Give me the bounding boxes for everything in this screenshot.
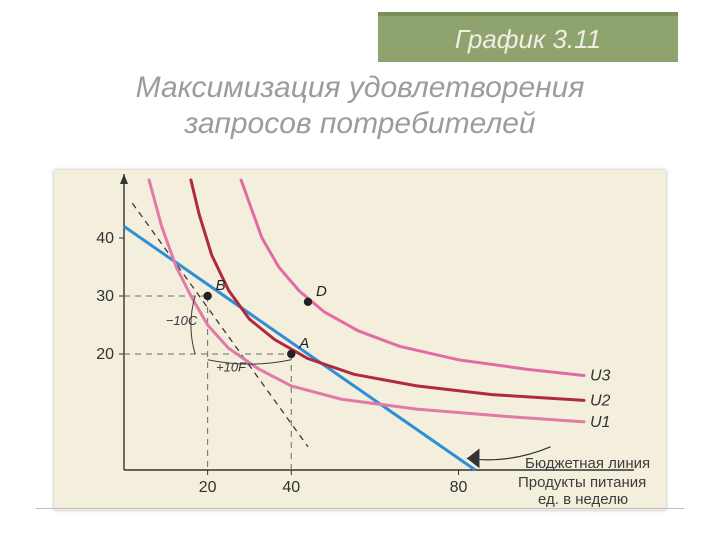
svg-text:30: 30 <box>96 288 114 305</box>
svg-text:U1: U1 <box>590 414 610 431</box>
svg-text:20: 20 <box>199 479 217 496</box>
header-label: График 3.11 <box>455 24 601 55</box>
svg-text:+10F: +10F <box>216 359 247 374</box>
title-line2: запросов потребителей <box>184 107 535 140</box>
svg-text:A: A <box>298 335 309 352</box>
svg-text:U3: U3 <box>590 367 611 384</box>
budget-line-legend: Бюджетная линия <box>525 455 650 472</box>
svg-text:U2: U2 <box>590 392 611 409</box>
svg-text:40: 40 <box>96 230 114 247</box>
page-title: Максимизация удовлетворения запросов пот… <box>0 70 720 142</box>
svg-text:20: 20 <box>96 346 114 363</box>
header-band: График 3.11 <box>378 12 678 62</box>
svg-text:80: 80 <box>450 479 468 496</box>
x-axis-label: Продукты питания ед. в неделю <box>518 475 646 508</box>
slide-footer-rule <box>36 508 684 509</box>
title-line1: Максимизация удовлетворения <box>136 71 585 104</box>
svg-text:B: B <box>216 277 226 294</box>
svg-text:D: D <box>316 283 327 300</box>
svg-text:40: 40 <box>282 479 300 496</box>
svg-text:−10C: −10C <box>166 313 198 328</box>
